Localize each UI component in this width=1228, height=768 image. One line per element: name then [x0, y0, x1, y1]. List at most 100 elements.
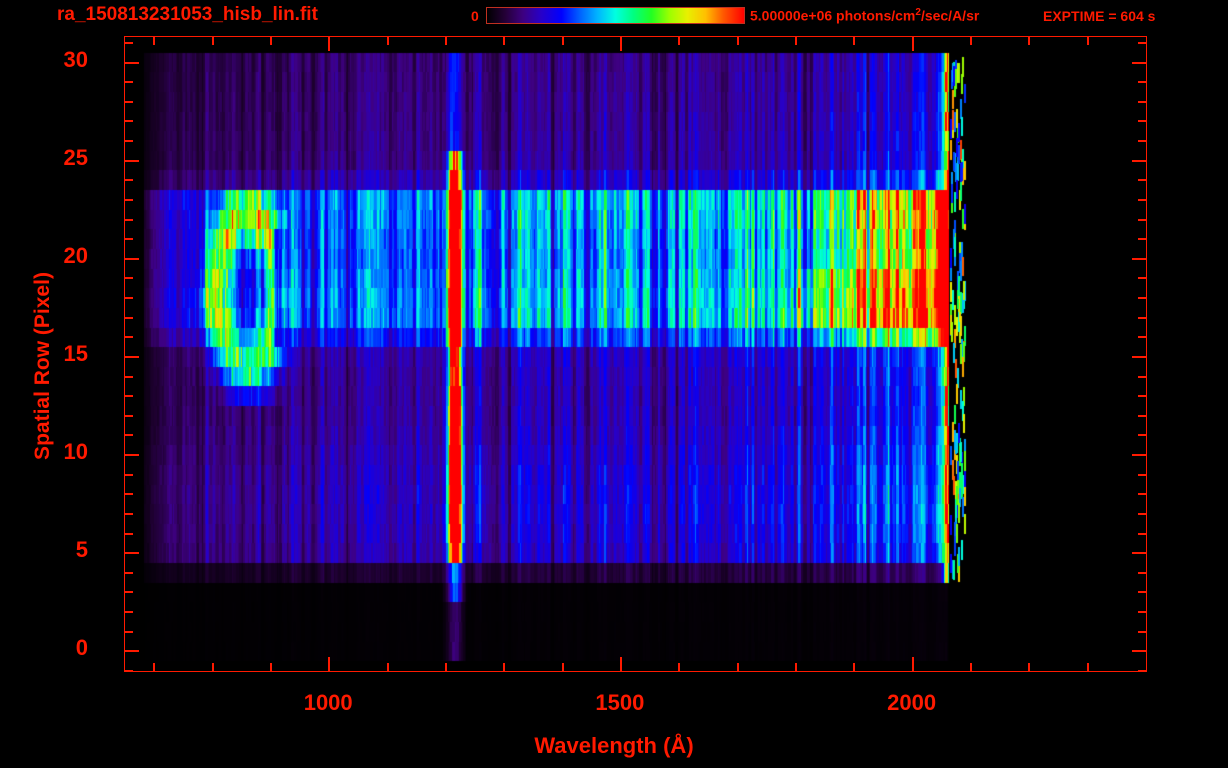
y-axis-major-tick [125, 454, 139, 457]
y-axis-minor-tick [125, 81, 133, 84]
y-axis-minor-tick [125, 473, 133, 476]
x-axis-minor-tick [1086, 663, 1089, 671]
y-tick-label: 5 [75, 537, 88, 563]
colorbar [486, 7, 745, 24]
colorbar-max-value: 5.00000e+06 photons/cm [750, 7, 916, 24]
y-axis-minor-tick [1138, 611, 1146, 614]
y-axis-minor-tick [125, 591, 133, 594]
y-axis-minor-tick [125, 611, 133, 614]
x-axis-minor-tick [969, 37, 972, 45]
y-axis-minor-tick [125, 395, 133, 398]
x-axis-minor-tick [736, 663, 739, 671]
y-axis-minor-tick [125, 179, 133, 182]
y-axis-minor-tick [1138, 571, 1146, 574]
x-axis-minor-tick [503, 663, 506, 671]
y-tick-label: 30 [63, 46, 88, 72]
y-axis-minor-tick [125, 41, 133, 44]
x-axis-minor-tick [853, 663, 856, 671]
y-axis-minor-tick [125, 120, 133, 123]
y-axis-minor-tick [125, 630, 133, 633]
x-axis-minor-tick [678, 37, 681, 45]
y-axis-minor-tick [1138, 414, 1146, 417]
y-axis-minor-tick [125, 140, 133, 143]
y-axis-minor-tick [1138, 277, 1146, 280]
y-axis-minor-tick [1138, 591, 1146, 594]
x-axis-minor-tick [736, 37, 739, 45]
y-axis-minor-tick [125, 336, 133, 339]
x-axis-minor-tick [444, 37, 447, 45]
x-axis-minor-tick [1028, 37, 1031, 45]
y-tick-label: 0 [75, 635, 88, 661]
y-axis-minor-tick [125, 198, 133, 201]
y-axis-major-tick [125, 552, 139, 555]
x-axis-major-tick [911, 657, 914, 671]
x-axis-minor-tick [269, 37, 272, 45]
x-axis-minor-tick [678, 663, 681, 671]
y-axis-minor-tick [1138, 41, 1146, 44]
y-axis-minor-tick [1138, 493, 1146, 496]
colorbar-max-label: 5.00000e+06 photons/cm2/sec/A/sr [750, 7, 979, 24]
spectrogram-plot-area [124, 36, 1147, 672]
y-axis-minor-tick [1138, 218, 1146, 221]
x-axis-minor-tick [269, 663, 272, 671]
y-axis-minor-tick [1138, 179, 1146, 182]
x-tick-label: 1500 [595, 690, 645, 715]
y-axis-minor-tick [125, 512, 133, 515]
y-axis-minor-tick [1138, 238, 1146, 241]
y-tick-label: 25 [63, 144, 88, 170]
x-axis-minor-tick [853, 37, 856, 45]
y-axis-minor-tick [1138, 434, 1146, 437]
y-axis-minor-tick [1138, 375, 1146, 378]
colorbar-unit-tail: /sec/A/sr [920, 7, 980, 24]
y-axis-minor-tick [125, 434, 133, 437]
y-axis-major-tick [1132, 552, 1146, 555]
y-axis-major-tick [125, 650, 139, 653]
y-axis-major-tick [125, 61, 139, 64]
x-axis-minor-tick [211, 37, 214, 45]
y-axis-minor-tick [1138, 630, 1146, 633]
y-axis-minor-tick [1138, 198, 1146, 201]
y-axis-minor-tick [125, 238, 133, 241]
y-axis-minor-tick [1138, 532, 1146, 535]
y-axis-minor-tick [125, 532, 133, 535]
y-axis-minor-tick [125, 375, 133, 378]
y-axis-minor-tick [1138, 670, 1146, 671]
x-axis-major-tick [911, 37, 914, 51]
y-axis-minor-tick [1138, 395, 1146, 398]
spectrogram-image [125, 37, 1146, 671]
y-axis-minor-tick [1138, 316, 1146, 319]
x-axis-minor-tick [386, 663, 389, 671]
y-tick-label: 10 [63, 439, 88, 465]
y-axis-minor-tick [125, 670, 133, 671]
x-axis-minor-tick [386, 37, 389, 45]
y-axis-minor-tick [1138, 336, 1146, 339]
colorbar-min-label: 0 [471, 8, 479, 24]
x-axis-minor-tick [153, 37, 156, 45]
x-axis-minor-tick [153, 663, 156, 671]
y-axis-minor-tick [125, 277, 133, 280]
x-axis-major-tick [328, 37, 331, 51]
y-axis-major-tick [125, 257, 139, 260]
y-axis-minor-tick [125, 571, 133, 574]
y-axis-minor-tick [1138, 297, 1146, 300]
y-axis-minor-tick [125, 316, 133, 319]
y-axis-minor-tick [125, 100, 133, 103]
y-axis-minor-tick [1138, 120, 1146, 123]
y-axis-minor-tick [125, 414, 133, 417]
y-axis-major-tick [1132, 650, 1146, 653]
y-axis-minor-tick [1138, 512, 1146, 515]
y-axis-major-tick [1132, 159, 1146, 162]
y-axis-title: Spatial Row (Pixel) [31, 272, 54, 460]
y-axis-minor-tick [1138, 140, 1146, 143]
x-axis-minor-tick [444, 663, 447, 671]
y-axis-major-tick [1132, 61, 1146, 64]
x-tick-label: 2000 [887, 690, 937, 715]
y-tick-label: 15 [63, 340, 88, 366]
x-axis-minor-tick [503, 37, 506, 45]
x-axis-title: Wavelength (Å) [534, 733, 694, 758]
y-axis-minor-tick [125, 218, 133, 221]
x-axis-minor-tick [561, 37, 564, 45]
y-tick-label: 20 [63, 242, 88, 268]
x-axis-major-tick [619, 37, 622, 51]
